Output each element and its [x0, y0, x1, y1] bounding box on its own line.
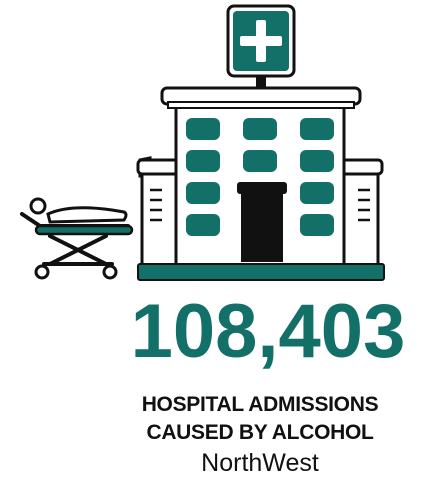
- caption-line-1: HOSPITAL ADMISSIONS: [141, 393, 379, 416]
- hospital-building-icon: [136, 86, 385, 281]
- region-label: NorthWest: [201, 449, 319, 477]
- stretcher-icon: [20, 197, 134, 280]
- caption-line-2: CAUSED BY ALCOHOL: [146, 421, 374, 444]
- hospital-illustration: [20, 4, 385, 281]
- medical-cross-sign-icon: [226, 4, 296, 88]
- admissions-count: 108,403: [130, 289, 406, 374]
